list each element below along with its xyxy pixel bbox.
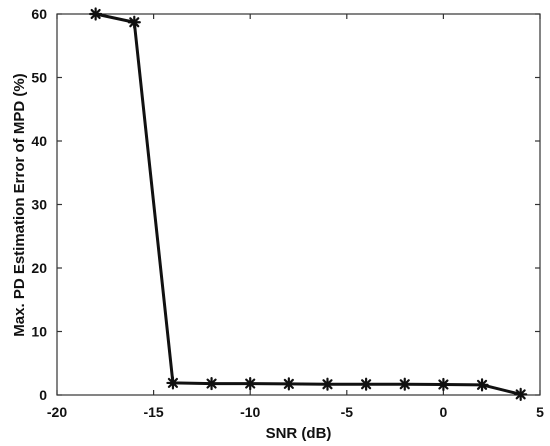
x-tick-label-3: -5 (341, 404, 354, 420)
marker-stroke-diag-b (399, 379, 410, 390)
x-tick-label-0: -20 (47, 404, 67, 420)
data-point-marker-4 (243, 376, 257, 391)
data-point-marker-6 (320, 377, 335, 391)
marker-stroke-diag-b (361, 379, 372, 390)
data-point-marker-0 (89, 7, 103, 21)
data-point-marker-10 (475, 378, 489, 392)
data-point-marker-3 (204, 376, 219, 391)
marker-stroke-diag-b (206, 378, 217, 389)
marker-stroke-diag-b (167, 377, 178, 388)
marker-stroke-diag-b (322, 379, 333, 390)
x-axis-title: SNR (dB) (266, 425, 332, 442)
y-tick-label-5: 50 (31, 70, 47, 86)
y-tick-label-4: 40 (31, 133, 47, 149)
x-tick-label-5: 5 (536, 404, 544, 420)
data-point-marker-1 (127, 15, 141, 29)
data-point-marker-11 (514, 387, 528, 401)
marker-stroke-diag-b (438, 379, 449, 390)
marker-stroke-diag-b (129, 17, 140, 28)
marker-stroke-diag-b (476, 379, 488, 390)
data-point-marker-7 (359, 377, 373, 391)
data-point-marker-2 (166, 376, 180, 390)
x-tick-label-1: -15 (143, 404, 163, 420)
labels-layer: SNR (dB) Max. PD Estimation Error of MPD… (11, 73, 331, 442)
x-tick-label-2: -10 (240, 404, 260, 420)
y-tick-label-6: 60 (31, 6, 47, 22)
y-tick-label-1: 10 (31, 324, 47, 340)
marker-stroke-diag-b (283, 378, 294, 389)
axes-layer (56, 13, 541, 396)
marker-stroke-diag-b (245, 378, 256, 389)
data-point-marker-9 (436, 377, 450, 392)
marker-stroke-diag-b (90, 8, 101, 20)
y-tick-label-3: 30 (31, 197, 47, 213)
data-point-marker-8 (398, 377, 412, 391)
x-tick-label-4: 0 (440, 404, 448, 420)
data-point-marker-5 (282, 377, 296, 391)
marker-stroke-diag-b (515, 389, 526, 400)
series-layer (89, 7, 528, 401)
plot-area-frame (56, 13, 541, 396)
y-tick-label-2: 20 (31, 260, 47, 276)
y-tick-label-0: 0 (39, 387, 47, 403)
y-axis-title: Max. PD Estimation Error of MPD (%) (11, 73, 28, 336)
